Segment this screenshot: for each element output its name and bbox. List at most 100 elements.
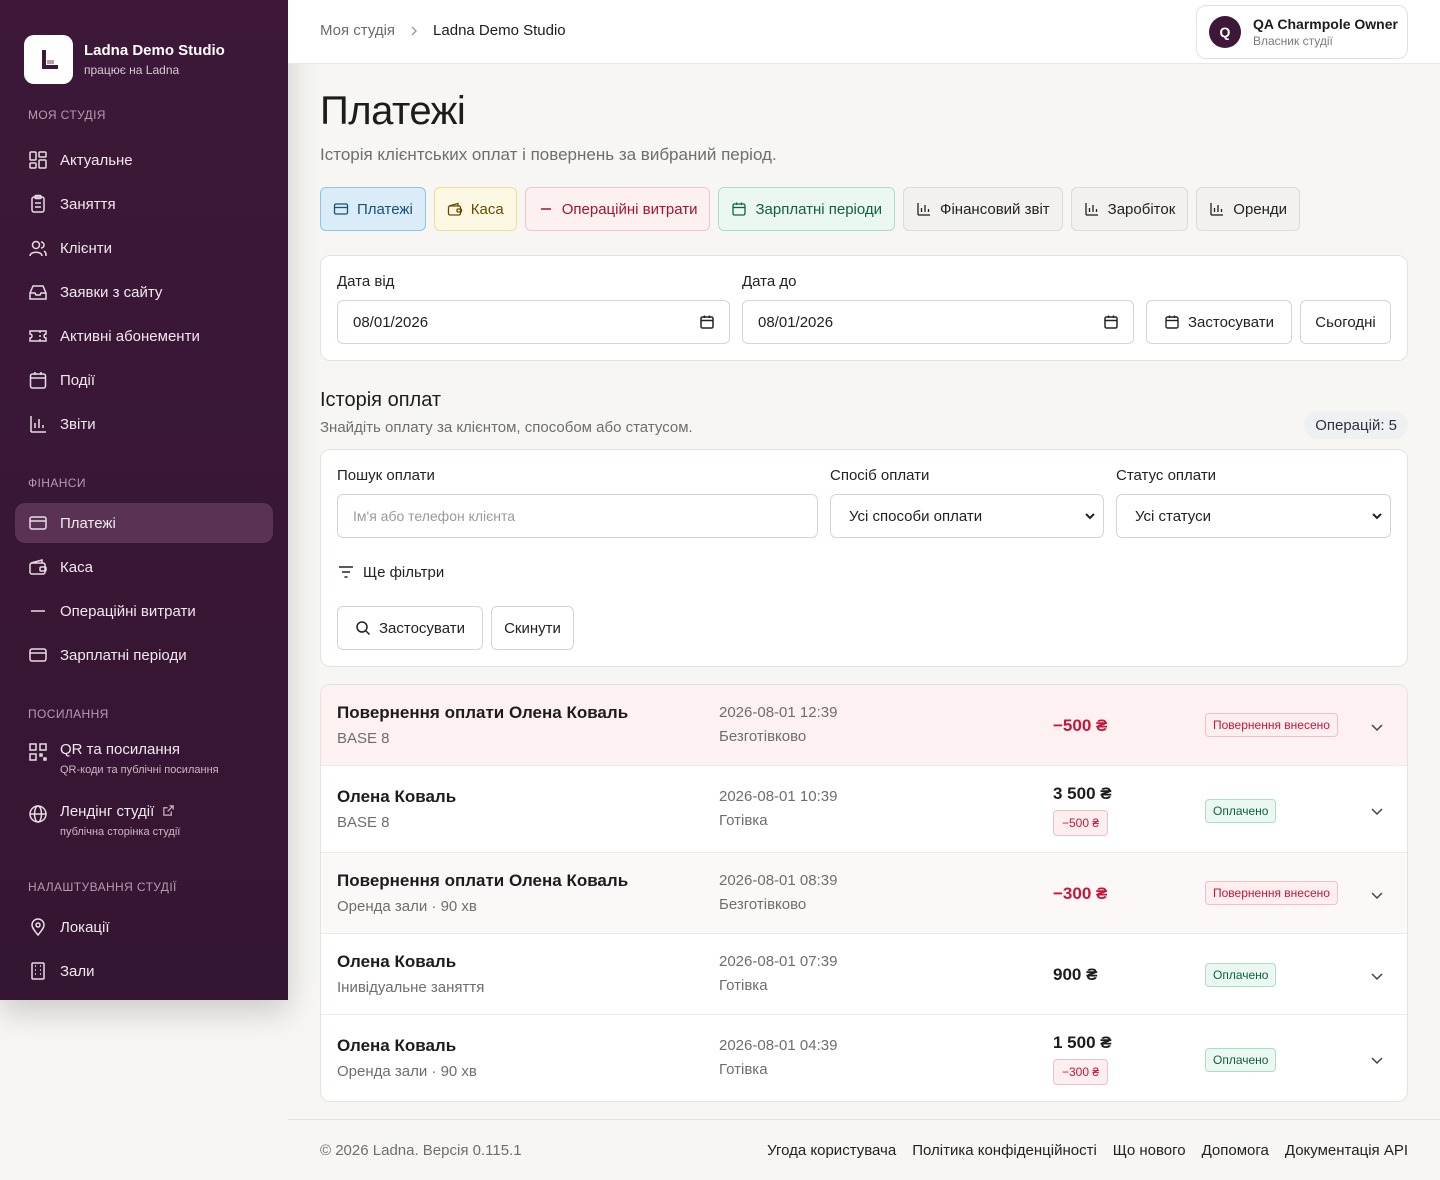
sidebar-item-label: Каса	[60, 558, 93, 576]
bar-chart-icon	[917, 203, 931, 216]
apply-filters-button[interactable]: Застосувати	[337, 606, 483, 650]
tab-rentals[interactable]: Оренди	[1196, 187, 1301, 231]
date-from-input[interactable]: 08/01/2026	[337, 300, 730, 344]
sidebar-item-clients[interactable]: Клієнти	[15, 228, 273, 268]
clipboard-icon	[31, 194, 45, 213]
sidebar-item-label: Заявки з сайту	[60, 283, 163, 301]
sidebar-item-halls[interactable]: Зали	[15, 951, 273, 991]
topbar: Моя студія Ladna Demo Studio Q QA Charmp…	[288, 0, 1440, 64]
tab-cashbox[interactable]: Каса	[433, 187, 517, 231]
today-button[interactable]: Сьогодні	[1300, 300, 1391, 344]
footer-link-help[interactable]: Допомога	[1201, 1142, 1269, 1159]
payment-search-input[interactable]: Ім'я або телефон клієнта	[337, 494, 818, 538]
footer-link-whats-new[interactable]: Що нового	[1112, 1142, 1186, 1159]
apply-dates-button[interactable]: Застосувати	[1146, 300, 1292, 344]
payment-date: 2026-08-01 07:39	[719, 953, 838, 970]
sidebar-item-label: Локації	[60, 918, 110, 936]
building-icon	[31, 962, 45, 980]
sidebar-item-label: Актуальне	[60, 151, 133, 169]
brand[interactable]: Ladna Demo Studio працює на Ladna	[0, 0, 288, 96]
payment-row[interactable]: Олена Коваль Оренда зали · 90 хв 2026-08…	[321, 1015, 1407, 1101]
payment-amount: 900 ₴	[1053, 965, 1098, 984]
date-from-value: 08/01/2026	[353, 313, 429, 331]
payment-name: Олена Коваль	[337, 952, 457, 971]
section-title-links: Посилання	[28, 707, 109, 721]
more-filters-toggle[interactable]: Ще фільтри	[337, 563, 444, 581]
status-badge: Повернення внесено	[1205, 713, 1338, 737]
sidebar-item-label: Платежі	[60, 514, 116, 532]
section-title-finance: Фінанси	[28, 476, 86, 490]
sidebar-item-opex[interactable]: Операційні витрати	[15, 591, 273, 631]
minus-icon	[31, 610, 45, 612]
payment-date: 2026-08-01 04:39	[719, 1037, 838, 1054]
apply-filters-label: Застосувати	[378, 619, 465, 637]
calendar-icon[interactable]	[699, 314, 715, 330]
brand-title: Ladna Demo Studio	[84, 42, 225, 59]
date-to-value: 08/01/2026	[758, 313, 834, 331]
sidebar-item-active-passes[interactable]: Активні абонементи	[15, 316, 273, 356]
sidebar-item-cashbox[interactable]: Каса	[15, 547, 273, 587]
sidebar-item-label: Лендінг студії	[60, 803, 155, 820]
tab-label: Каса	[470, 200, 504, 218]
more-filters-label: Ще фільтри	[363, 563, 445, 581]
footer-link-terms[interactable]: Угода користувача	[767, 1142, 897, 1159]
sidebar-item-current[interactable]: Актуальне	[15, 140, 273, 180]
tab-payments[interactable]: Платежі	[320, 187, 426, 231]
sidebar-item-classes[interactable]: Заняття	[15, 184, 273, 224]
sidebar-item-reports[interactable]: Звіти	[15, 404, 273, 444]
payment-row[interactable]: Повернення оплати Олена Коваль Оренда за…	[321, 853, 1407, 934]
sidebar-item-landing[interactable]: Лендінг студії публічна сторінка студії	[15, 796, 273, 854]
breadcrumb-item[interactable]: Моя студія	[320, 22, 396, 39]
payment-method: Готівка	[719, 1061, 768, 1078]
sidebar-item-label: Зали	[60, 962, 95, 980]
reset-filters-button[interactable]: Скинути	[491, 606, 574, 650]
sidebar-item-payments[interactable]: Платежі	[15, 503, 273, 543]
chevron-down-icon	[1085, 513, 1095, 520]
sidebar-item-qr-links[interactable]: QR та посилання QR-коди та публічні поси…	[15, 734, 273, 792]
sidebar-item-payroll[interactable]: Зарплатні періоди	[15, 635, 273, 675]
payment-name: Олена Коваль	[337, 787, 457, 806]
footer-link-api-docs[interactable]: Документація API	[1284, 1142, 1408, 1159]
chevron-right-icon	[411, 26, 418, 35]
calendar-icon[interactable]	[1103, 314, 1119, 330]
tab-label: Фінансовий звіт	[940, 200, 1050, 218]
chevron-down-icon[interactable]	[1367, 885, 1387, 905]
sidebar-item-locations[interactable]: Локації	[15, 907, 273, 947]
payment-row[interactable]: Олена Коваль BASE 8 2026-08-01 10:39 Гот…	[321, 766, 1407, 853]
user-menu[interactable]: Q QA Charmpole Owner Власник студії	[1196, 5, 1408, 59]
section-title-settings: Налаштування студії	[28, 880, 177, 894]
payment-row[interactable]: Олена Коваль Інивідуальне заняття 2026-0…	[321, 934, 1407, 1015]
footer: © 2026 Ladna. Версія 0.115.1 Угода корис…	[288, 1119, 1440, 1180]
calendar-icon	[1165, 315, 1179, 329]
payment-method-select[interactable]: Усі способи оплати	[830, 494, 1104, 538]
tab-opex[interactable]: Операційні витрати	[524, 187, 711, 231]
section-title-my-studio: Моя студія	[28, 108, 106, 122]
credit-card-icon	[29, 648, 47, 662]
date-to-label: Дата до	[742, 273, 797, 290]
payment-description: BASE 8	[337, 730, 390, 747]
tab-financial-report[interactable]: Фінансовий звіт	[903, 187, 1063, 231]
sidebar-item-label: Звіти	[60, 415, 96, 433]
payment-method: Готівка	[719, 977, 768, 994]
status-badge: Оплачено	[1205, 963, 1277, 987]
bar-chart-icon	[1210, 203, 1224, 216]
chevron-down-icon[interactable]	[1367, 966, 1387, 986]
payment-status-select[interactable]: Усі статуси	[1116, 494, 1391, 538]
breadcrumb: Моя студія Ladna Demo Studio	[320, 22, 566, 39]
credit-card-icon	[29, 516, 47, 530]
bar-chart-icon	[30, 416, 46, 433]
tab-payroll[interactable]: Зарплатні періоди	[718, 187, 896, 231]
chevron-down-icon[interactable]	[1367, 1050, 1387, 1070]
chevron-down-icon[interactable]	[1367, 801, 1387, 821]
minus-icon	[540, 208, 551, 210]
payment-row[interactable]: Повернення оплати Олена Коваль BASE 8 20…	[321, 685, 1407, 766]
finance-tabs: Платежі Каса Операційні витрати Зарплатн…	[320, 187, 1408, 231]
tab-earnings[interactable]: Заробіток	[1070, 187, 1189, 231]
sidebar-item-events[interactable]: Події	[15, 360, 273, 400]
sidebar-item-site-requests[interactable]: Заявки з сайту	[15, 272, 273, 312]
footer-link-privacy[interactable]: Політика конфіденційності	[912, 1142, 1097, 1159]
globe-icon	[29, 805, 47, 823]
calendar-icon	[29, 372, 47, 389]
date-to-input[interactable]: 08/01/2026	[742, 300, 1134, 344]
chevron-down-icon[interactable]	[1367, 717, 1387, 737]
